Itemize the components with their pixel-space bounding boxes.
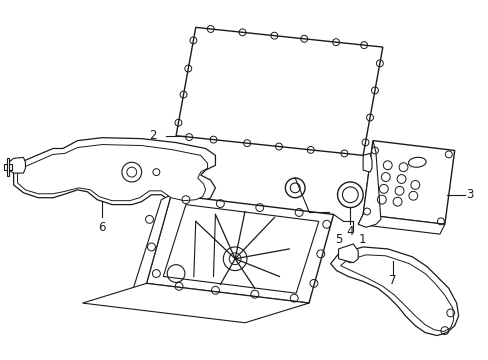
Text: 5: 5	[334, 233, 342, 246]
Text: 1: 1	[358, 233, 365, 246]
Polygon shape	[9, 157, 25, 173]
Polygon shape	[146, 195, 333, 303]
Text: 7: 7	[388, 274, 396, 287]
Polygon shape	[363, 141, 454, 224]
Polygon shape	[14, 138, 215, 204]
Text: 6: 6	[98, 221, 106, 234]
Polygon shape	[340, 255, 453, 332]
Polygon shape	[7, 158, 9, 176]
Text: 2: 2	[148, 129, 156, 142]
Text: 4: 4	[346, 225, 353, 238]
Polygon shape	[18, 145, 207, 201]
Polygon shape	[338, 244, 358, 263]
Polygon shape	[358, 141, 380, 227]
Polygon shape	[330, 247, 458, 336]
Polygon shape	[163, 204, 318, 293]
Polygon shape	[131, 195, 171, 293]
Polygon shape	[82, 283, 308, 323]
Polygon shape	[4, 164, 12, 170]
Text: 3: 3	[466, 188, 473, 201]
Polygon shape	[358, 215, 444, 234]
Circle shape	[285, 178, 305, 198]
Polygon shape	[176, 27, 382, 156]
Polygon shape	[363, 153, 371, 172]
